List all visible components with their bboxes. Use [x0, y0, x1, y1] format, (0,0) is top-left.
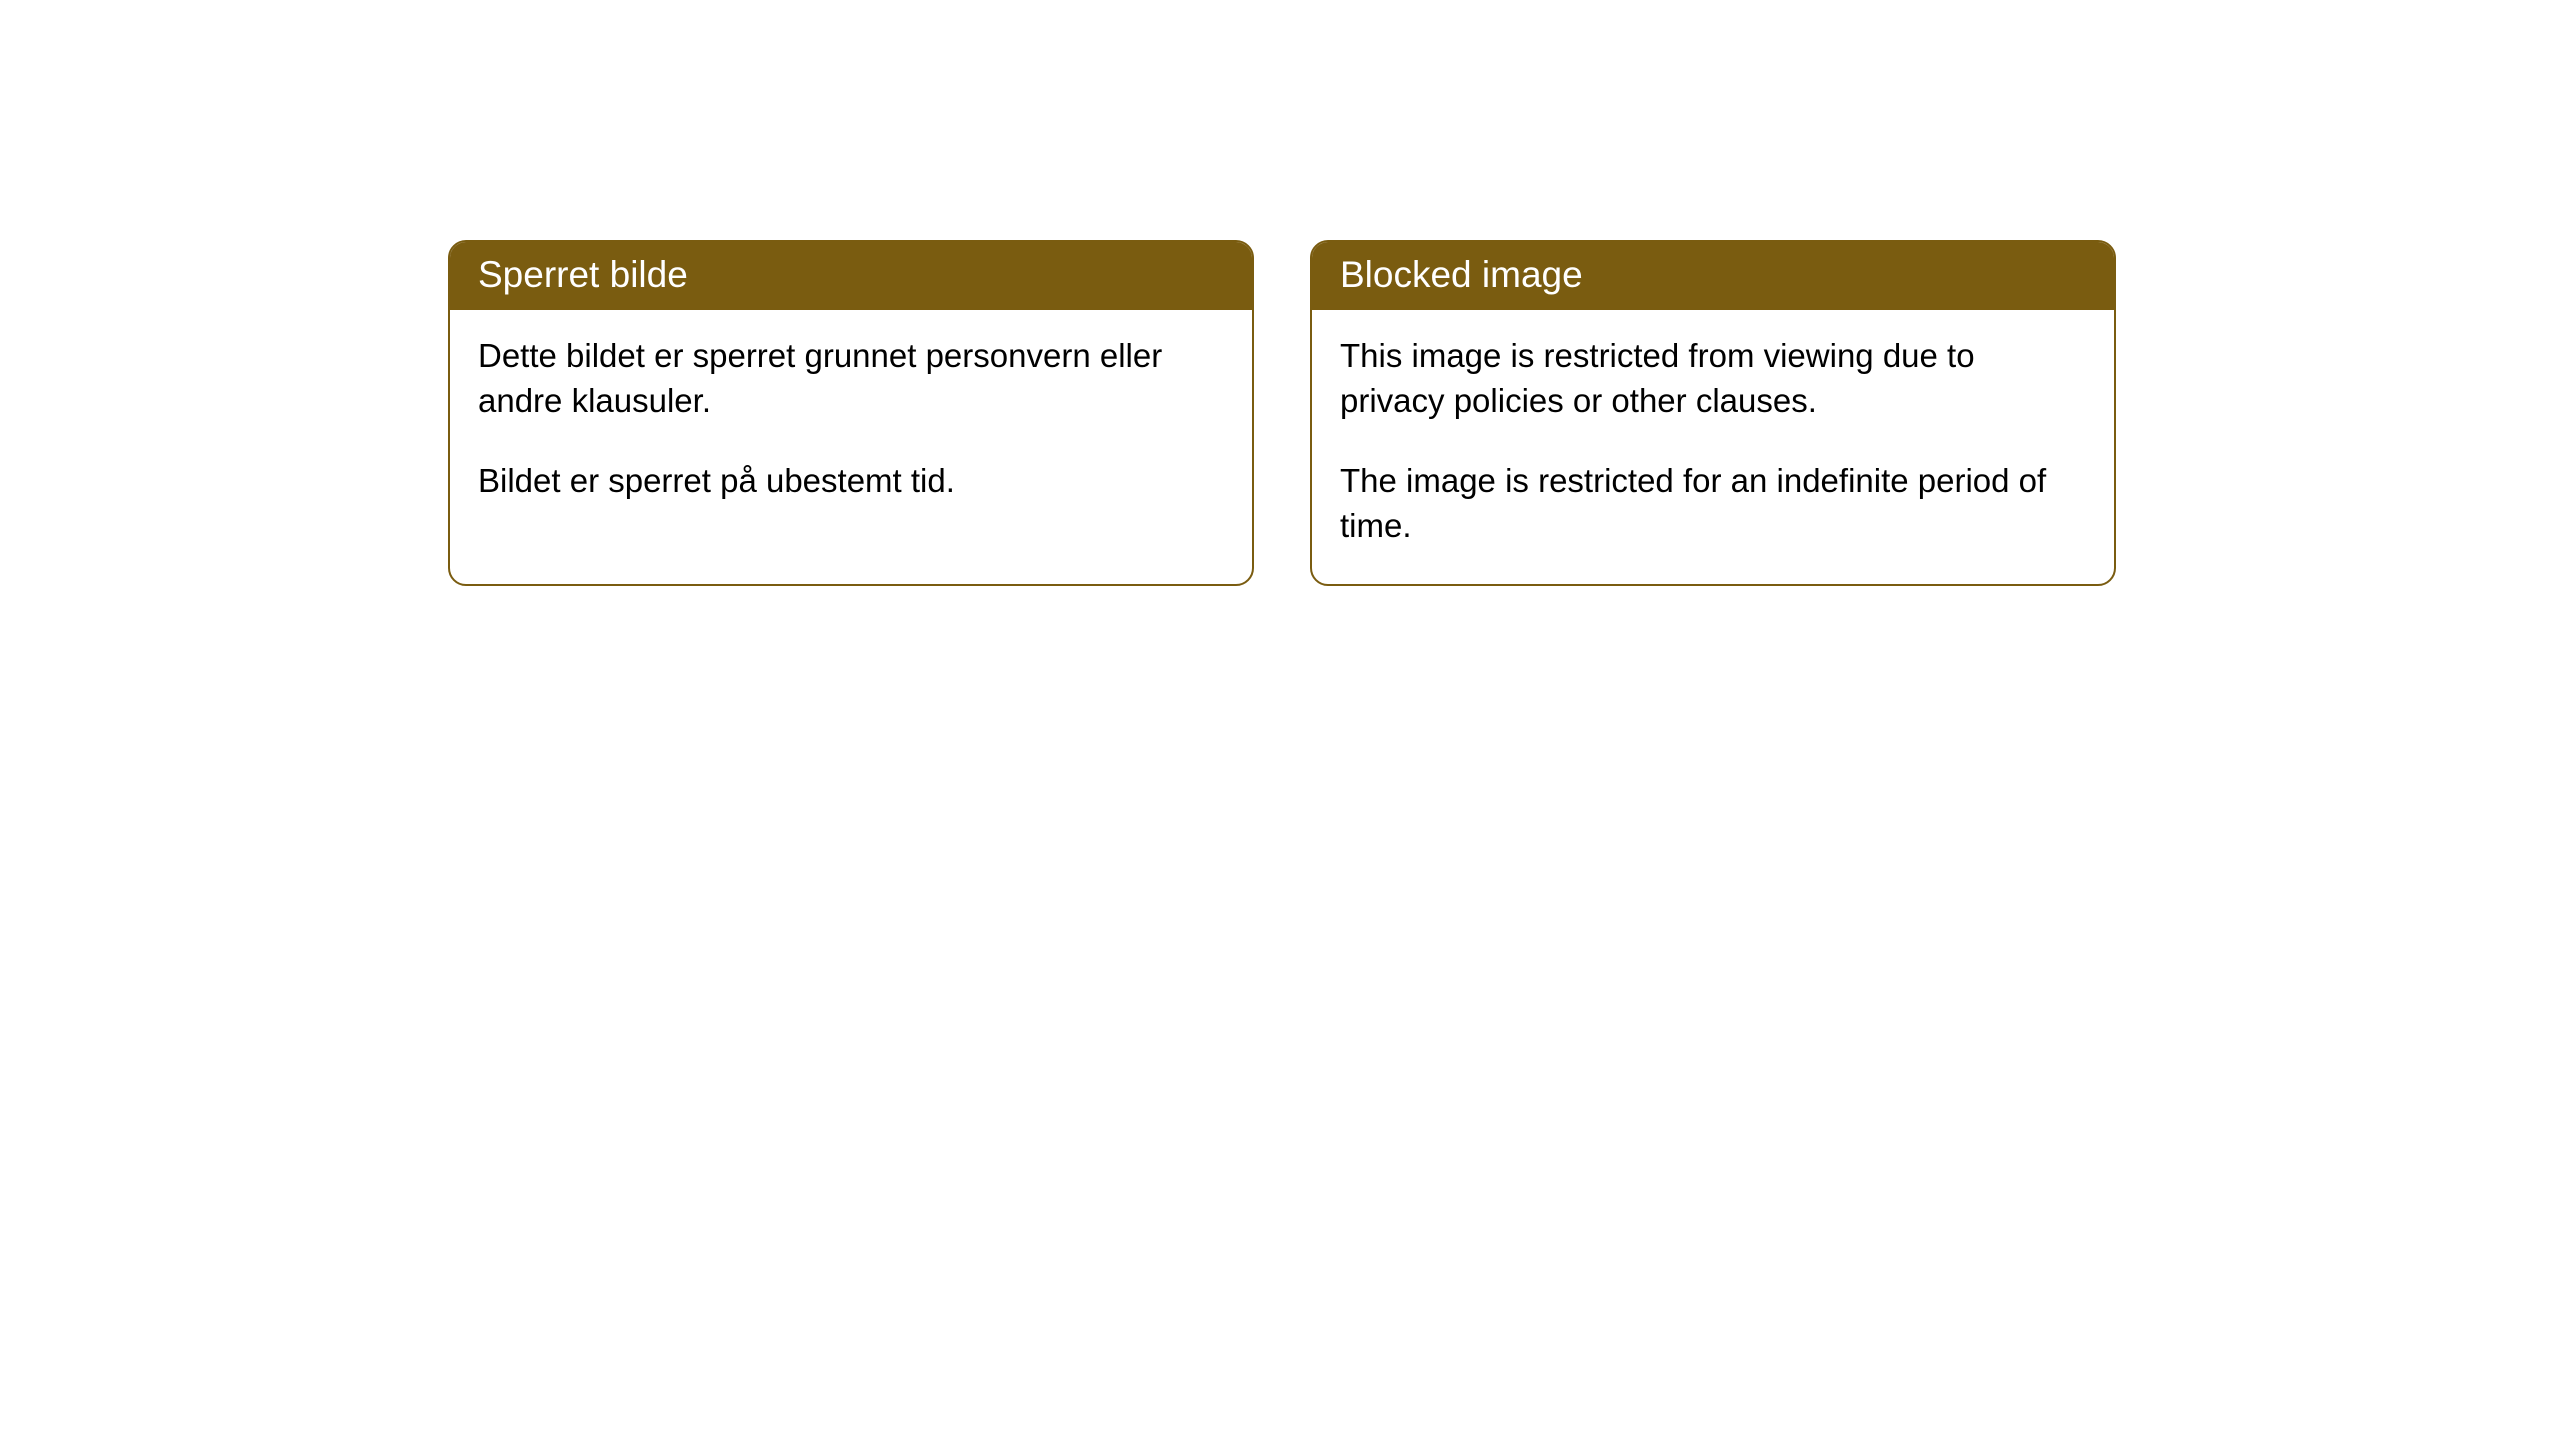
- card-body: This image is restricted from viewing du…: [1312, 310, 2114, 584]
- card-paragraph-2: The image is restricted for an indefinit…: [1340, 459, 2086, 548]
- card-paragraph-2: Bildet er sperret på ubestemt tid.: [478, 459, 1224, 504]
- card-header: Blocked image: [1312, 242, 2114, 310]
- card-paragraph-1: This image is restricted from viewing du…: [1340, 334, 2086, 423]
- card-body: Dette bildet er sperret grunnet personve…: [450, 310, 1252, 540]
- card-paragraph-1: Dette bildet er sperret grunnet personve…: [478, 334, 1224, 423]
- notice-cards-container: Sperret bilde Dette bildet er sperret gr…: [448, 240, 2116, 586]
- card-title: Blocked image: [1340, 254, 1583, 295]
- card-title: Sperret bilde: [478, 254, 688, 295]
- notice-card-norwegian: Sperret bilde Dette bildet er sperret gr…: [448, 240, 1254, 586]
- card-header: Sperret bilde: [450, 242, 1252, 310]
- notice-card-english: Blocked image This image is restricted f…: [1310, 240, 2116, 586]
